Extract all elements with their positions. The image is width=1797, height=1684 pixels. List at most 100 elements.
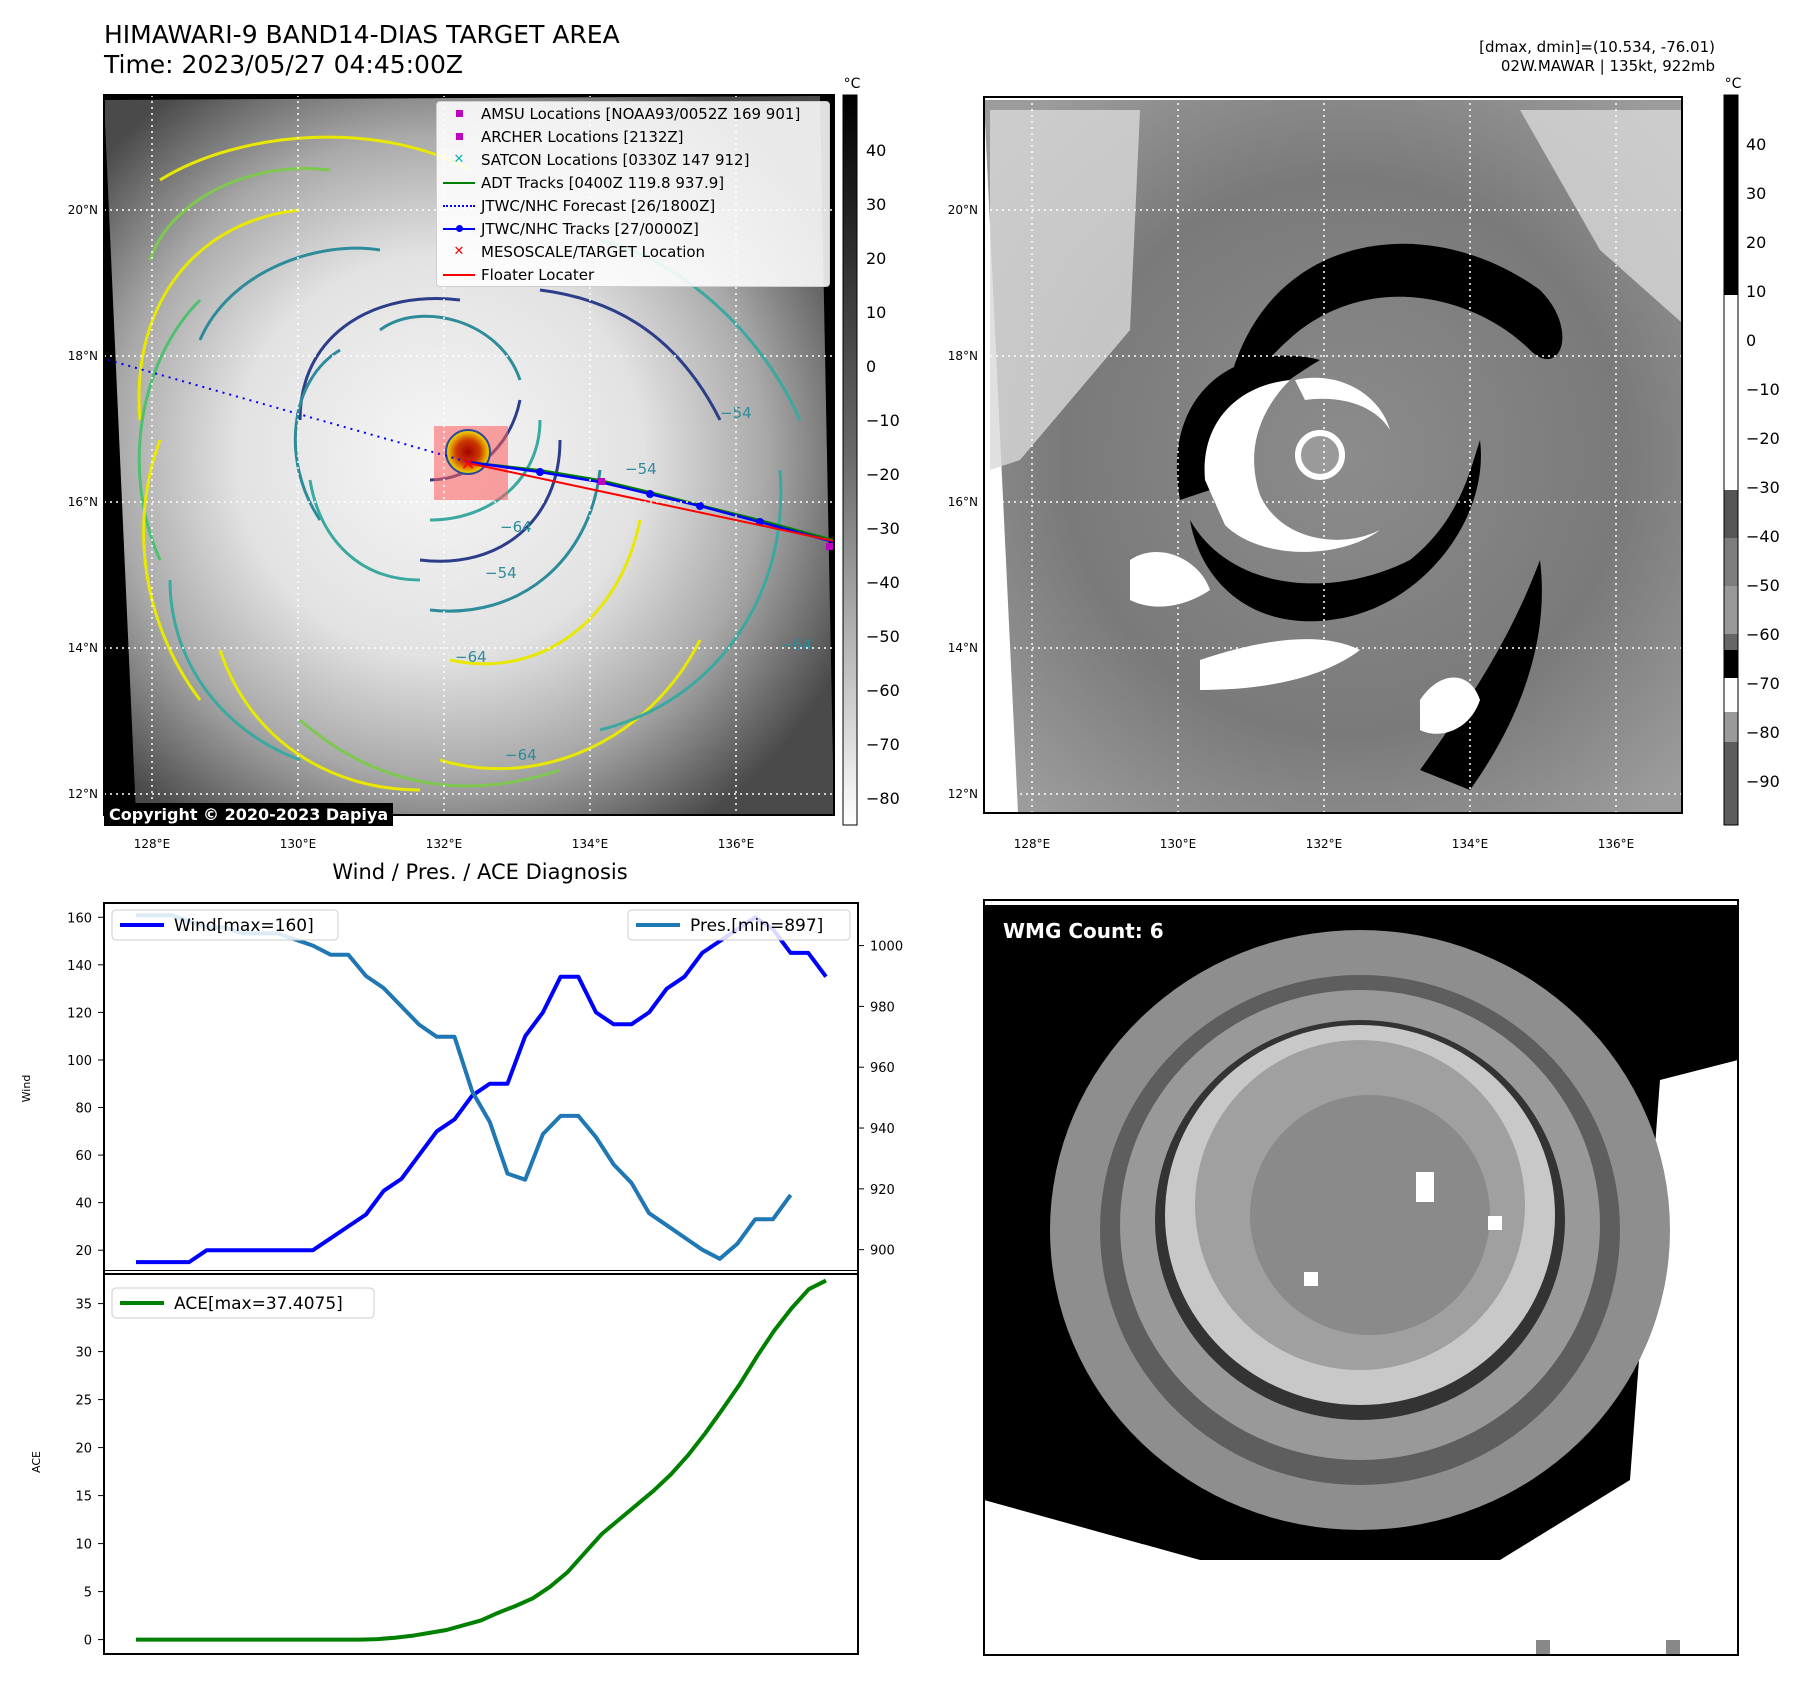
line-marker-icon xyxy=(437,181,481,184)
legend-box xyxy=(111,909,339,941)
y-tick-label: 25 xyxy=(75,1394,92,1409)
stats-line-2: 02W.MAWAR | 135kt, 922mb xyxy=(1500,57,1715,75)
cbar-tick: −20 xyxy=(866,465,900,484)
cbar-tick: −50 xyxy=(1746,576,1780,595)
map-legend: AMSU Locations [NOAA93/0052Z 169 901] ARC… xyxy=(436,101,830,287)
dias-lat-labels: 20°N 18°N 16°N 14°N 12°N xyxy=(948,203,978,801)
lat-label: 16°N xyxy=(948,495,978,509)
cbar-tick: −30 xyxy=(1746,478,1780,497)
eye-zoom-panel xyxy=(984,900,1738,1655)
square-marker-icon xyxy=(437,110,481,117)
target-marker: ✕ xyxy=(460,454,475,475)
cbar-tick: −40 xyxy=(866,573,900,592)
y-tick-label: 0 xyxy=(84,1634,92,1649)
lon-label: 130°E xyxy=(1160,837,1197,851)
main-title: HIMAWARI-9 BAND14-DIAS TARGET AREA Time:… xyxy=(104,20,620,80)
legend-item: ✕ SATCON Locations [0330Z 147 912] xyxy=(437,148,829,171)
contour-label: −64 xyxy=(780,636,812,654)
legend-box xyxy=(111,1287,375,1319)
legend-label: JTWC/NHC Forecast [26/1800Z] xyxy=(481,196,716,215)
diagnosis-title: Wind / Pres. / ACE Diagnosis xyxy=(332,860,628,884)
legend-label: ACE[max=37.4075] xyxy=(174,1294,343,1314)
x-marker-icon: ✕ xyxy=(453,244,465,259)
y-tick-label: 10 xyxy=(75,1538,92,1553)
legend-item: JTWC/NHC Tracks [27/0000Z] xyxy=(437,217,829,240)
lon-label: 128°E xyxy=(134,837,171,851)
series-line xyxy=(136,915,828,1265)
lat-label: 20°N xyxy=(68,203,98,217)
legend-label: SATCON Locations [0330Z 147 912] xyxy=(481,150,750,169)
lon-label: 136°E xyxy=(1598,837,1635,851)
legend-label: ARCHER Locations [2132Z] xyxy=(481,127,684,146)
line-marker-icon xyxy=(437,273,481,276)
contour-label: −54 xyxy=(485,564,517,582)
legend-label: Wind[max=160] xyxy=(174,916,314,936)
line-dot-marker-icon xyxy=(437,224,481,232)
colorbar-unit: °C xyxy=(844,76,861,92)
cbar-tick: 30 xyxy=(1746,184,1766,203)
lat-label: 18°N xyxy=(948,349,978,363)
legend-label: MESOSCALE/TARGET Location xyxy=(481,242,706,261)
chart-legend: ACE[max=37.4075] xyxy=(111,1287,375,1319)
dias-grid xyxy=(984,97,1682,813)
stats-line-1: [dmax, dmin]=(10.534, -76.01) xyxy=(1479,38,1715,56)
cbar-tick: −40 xyxy=(1746,527,1780,546)
cbar-tick: 10 xyxy=(1746,282,1766,301)
lat-label: 18°N xyxy=(68,349,98,363)
lat-label: 14°N xyxy=(948,641,978,655)
amsu-marker xyxy=(598,478,605,485)
y-tick-label: 35 xyxy=(75,1298,92,1313)
map-lat-labels: 20°N 18°N 16°N 14°N 12°N xyxy=(68,203,98,801)
contour-label: −64 xyxy=(505,746,537,764)
lon-label: 132°E xyxy=(1306,837,1343,851)
cbar-tick: −20 xyxy=(1746,429,1780,448)
y-tick-label: 20 xyxy=(75,1244,92,1259)
legend-item: ADT Tracks [0400Z 119.8 937.9] xyxy=(437,171,829,194)
lat-label: 12°N xyxy=(68,787,98,801)
cbar-tick: 40 xyxy=(866,141,886,160)
legend-item: ARCHER Locations [2132Z] xyxy=(437,125,829,148)
wmg-count-badge: WMG Count: 6 xyxy=(995,916,1172,946)
y-tick-label: 20 xyxy=(75,1442,92,1457)
storm-stats: [dmax, dmin]=(10.534, -76.01) 02W.MAWAR … xyxy=(1479,38,1715,76)
ace-chart: 0 5 10 15 20 25 30 35 ACE ACE[max=37.4075] xyxy=(30,1270,859,1655)
cbar-tick: −70 xyxy=(1746,674,1780,693)
title-line-2: Time: 2023/05/27 04:45:00Z xyxy=(104,50,463,79)
lon-label: 134°E xyxy=(572,837,609,851)
y2-tick-label: 940 xyxy=(870,1122,895,1137)
cbar-tick: −30 xyxy=(866,519,900,538)
legend-label: JTWC/NHC Tracks [27/0000Z] xyxy=(481,219,699,238)
cbar-tick: 20 xyxy=(866,249,886,268)
cbar-tick: 10 xyxy=(866,303,886,322)
legend-item: Floater Locater xyxy=(437,263,829,286)
colorbar-ticks: 40 30 20 10 0 −10 −20 −30 −40 −50 −60 −7… xyxy=(866,141,900,808)
y-axis-label: ACE xyxy=(30,1451,43,1473)
cbar-tick: −10 xyxy=(866,411,900,430)
lat-label: 14°N xyxy=(68,641,98,655)
legend-item: ✕ MESOSCALE/TARGET Location xyxy=(437,240,829,263)
y-tick-label: 120 xyxy=(67,1006,92,1021)
cbar-tick: 30 xyxy=(866,195,886,214)
contour-label: −64 xyxy=(455,648,487,666)
eye-zoom-frame xyxy=(983,899,1739,1656)
cbar-tick: 40 xyxy=(1746,135,1766,154)
y-tick-label: 140 xyxy=(67,959,92,974)
contour-label: −54 xyxy=(625,460,657,478)
series-line xyxy=(136,1278,827,1642)
dias-lon-labels: 128°E 130°E 132°E 134°E 136°E xyxy=(1014,837,1635,851)
y-tick-label: 60 xyxy=(75,1149,92,1164)
legend-label: Pres.[min=897] xyxy=(690,916,823,936)
wind-pressure-chart: 20 40 60 80 100 120 140 160 900 920 940 960 980 1000 W… xyxy=(20,902,903,1275)
y2-tick-label: 960 xyxy=(870,1061,895,1076)
contour-label: −64 xyxy=(500,518,532,536)
lon-label: 130°E xyxy=(280,837,317,851)
lon-label: 134°E xyxy=(1452,837,1489,851)
cbar-tick: −50 xyxy=(866,627,900,646)
colorbar-unit: °C xyxy=(1725,76,1742,92)
y-tick-label: 30 xyxy=(75,1346,92,1361)
y-tick-label: 40 xyxy=(75,1197,92,1212)
y2-tick-label: 980 xyxy=(870,1000,895,1015)
cbar-tick: −90 xyxy=(1746,772,1780,791)
archer-marker xyxy=(826,543,833,550)
chart-legend: Pres.[min=897] xyxy=(627,909,851,941)
